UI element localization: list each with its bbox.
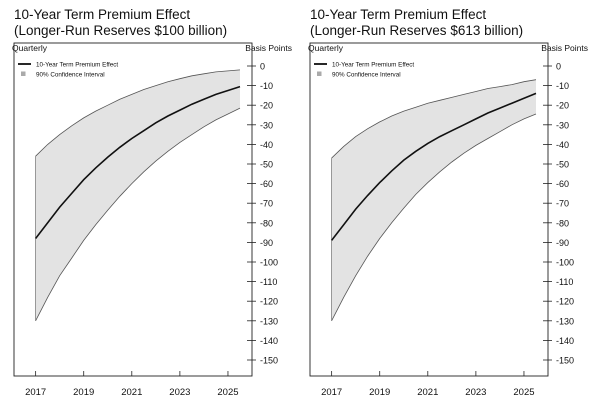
y-tick-label: -50 <box>556 160 569 170</box>
legend-band-swatch <box>21 71 26 76</box>
y-tick-label: -130 <box>260 316 278 326</box>
y-tick-label: -120 <box>260 297 278 307</box>
y-tick-label: -150 <box>556 356 574 366</box>
y-tick-label: -80 <box>260 218 273 228</box>
y-tick-label: -90 <box>260 238 273 248</box>
term-premium-line <box>330 92 537 241</box>
x-tick-label: 2025 <box>513 387 534 398</box>
y-tick-label: -150 <box>260 356 278 366</box>
y-tick-label: -140 <box>556 336 574 346</box>
y-tick-label: 0 <box>260 62 265 72</box>
x-tick-label: 2017 <box>321 387 342 398</box>
x-tick-label: 2019 <box>73 387 94 398</box>
right-header: Basis Points <box>245 43 292 53</box>
chart-title: 10-Year Term Premium Effect <box>310 7 487 22</box>
x-tick-label: 2023 <box>169 387 190 398</box>
y-tick-label: -120 <box>556 297 574 307</box>
legend-label-line: 10-Year Term Premium Effect <box>36 62 118 69</box>
y-tick-label: -100 <box>556 258 574 268</box>
x-tick-label: 2023 <box>465 387 486 398</box>
chart-plot-left: Quarterly Basis Points 0 -10 -20 -30 -40 -50 -60… <box>12 42 292 398</box>
right-header: Basis Points <box>541 43 588 53</box>
y-tick-label: -50 <box>260 160 273 170</box>
x-tick-label: 2021 <box>417 387 438 398</box>
band-upper-edge <box>35 69 241 157</box>
y-tick-label: -100 <box>260 258 278 268</box>
y-tick-label: -60 <box>260 179 273 189</box>
y-tick-label: -40 <box>556 140 569 150</box>
band-lower-edge <box>331 113 537 321</box>
y-tick-label: -110 <box>260 277 277 287</box>
chart-panel-right: 10-Year Term Premium Effect (Longer-Run … <box>296 0 591 407</box>
band-lower-edge <box>35 107 241 321</box>
y-tick-label: -70 <box>260 199 273 209</box>
y-tick-label: -70 <box>556 199 569 209</box>
y-tick-label: -90 <box>556 238 569 248</box>
y-tick-label: -130 <box>556 316 574 326</box>
x-tick-label: 2019 <box>369 387 390 398</box>
y-tick-label: -80 <box>556 218 569 228</box>
y-tick-label: -30 <box>556 120 569 130</box>
x-tick-label: 2017 <box>25 387 46 398</box>
legend-label-line: 10-Year Term Premium Effect <box>332 62 414 69</box>
y-tick-label: -140 <box>260 336 278 346</box>
y-tick-label: -110 <box>556 277 573 287</box>
y-tick-label: -10 <box>556 81 569 91</box>
chart-subtitle: (Longer-Run Reserves $613 billion) <box>310 23 524 38</box>
y-tick-label: -20 <box>556 101 569 111</box>
chart-subtitle: (Longer-Run Reserves $100 billion) <box>14 23 228 38</box>
y-tick-label: -10 <box>260 81 273 91</box>
chart-panel-left: 10-Year Term Premium Effect (Longer-Run … <box>0 0 295 407</box>
plot-frame <box>13 42 253 377</box>
left-header: Quarterly <box>12 43 48 53</box>
confidence-band <box>331 79 536 321</box>
left-header: Quarterly <box>308 43 344 53</box>
y-tick-label: 0 <box>556 62 561 72</box>
y-tick-label: -40 <box>260 140 273 150</box>
confidence-band <box>35 69 240 321</box>
plot-frame <box>309 42 549 377</box>
x-tick-label: 2021 <box>121 387 142 398</box>
band-upper-edge <box>331 79 537 159</box>
chart-plot-right: Quarterly Basis Points 0 -10 -20 -30 -40 -50 -60… <box>308 42 588 398</box>
x-tick-label: 2025 <box>217 387 238 398</box>
legend-band-swatch <box>317 71 322 76</box>
chart-title: 10-Year Term Premium Effect <box>14 7 191 22</box>
term-premium-line <box>34 85 241 239</box>
legend-label-band: 90% Confidence Interval <box>36 72 105 79</box>
y-tick-label: -20 <box>260 101 273 111</box>
y-tick-label: -60 <box>556 179 569 189</box>
legend-label-band: 90% Confidence Interval <box>332 72 401 79</box>
y-tick-label: -30 <box>260 120 273 130</box>
